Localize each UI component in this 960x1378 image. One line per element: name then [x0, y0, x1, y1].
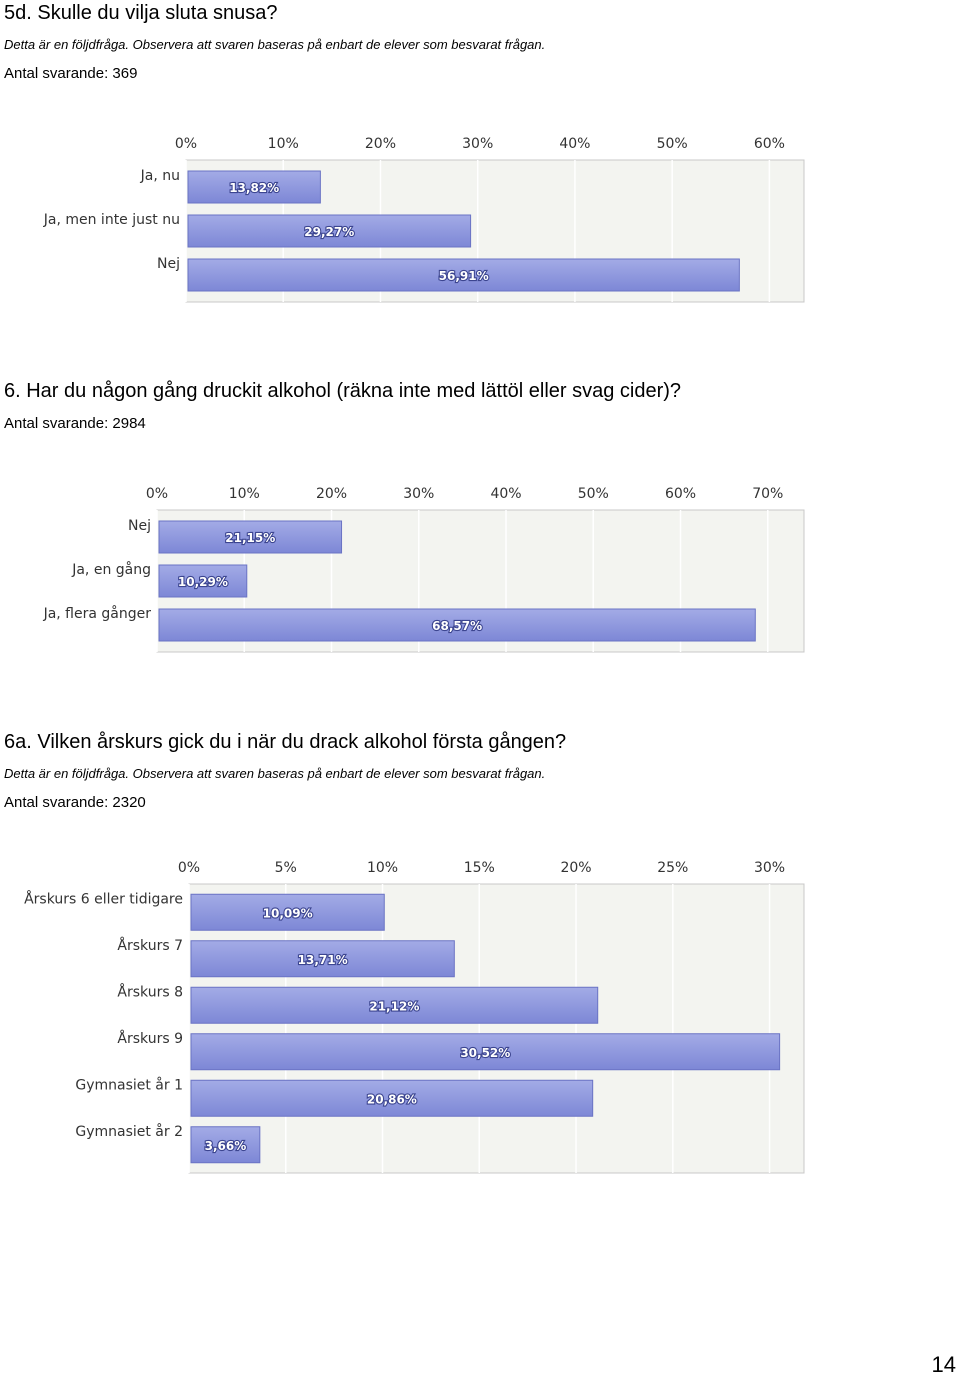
respondent-count: Antal svarande: 2320 [4, 794, 146, 811]
data-label: 13,71% [298, 953, 348, 967]
data-label: 3,66% [205, 1139, 247, 1153]
data-label: 30,52% [460, 1046, 510, 1060]
x-tick-label: 10% [229, 486, 260, 502]
x-tick-label: 60% [754, 136, 785, 152]
category-label: Ja, flera gånger [43, 605, 152, 622]
data-label: 21,15% [225, 531, 275, 545]
plot-area [188, 883, 805, 1174]
data-label: 68,57% [432, 619, 482, 633]
x-tick-label: 20% [365, 136, 396, 152]
question-title: 6. Har du någon gång druckit alkohol (rä… [4, 380, 682, 402]
category-label: Årskurs 8 [117, 983, 183, 1000]
bar [187, 258, 740, 292]
data-label: 21,12% [369, 999, 419, 1013]
category-label: Årskurs 9 [117, 1030, 183, 1047]
bar [158, 564, 248, 598]
question-title: 5d. Skulle du vilja sluta snusa? [4, 2, 278, 24]
question-note: Detta är en följdfråga. Observera att sv… [4, 37, 546, 52]
category-label: Nej [128, 518, 151, 534]
bar-chart-6: 0% 10% 20% 30% 40% 50% 60% 70% Nej 21,15% Ja, en g… [43, 486, 805, 653]
x-tick-label: 20% [316, 486, 347, 502]
category-label: Ja, nu [140, 168, 180, 184]
x-tick-label: 50% [657, 136, 688, 152]
respondent-count: Antal svarande: 369 [4, 65, 138, 82]
category-label: Gymnasiet år 1 [75, 1076, 183, 1093]
category-label: Årskurs 7 [117, 937, 183, 954]
bar [190, 893, 385, 931]
x-tick-label: 20% [560, 860, 591, 876]
bar [187, 170, 321, 204]
x-tick-label: 30% [754, 860, 785, 876]
bar [190, 1033, 781, 1071]
x-tick-label: 60% [665, 486, 696, 502]
x-tick-label: 30% [403, 486, 434, 502]
x-tick-label: 40% [559, 136, 590, 152]
x-tick-label: 10% [367, 860, 398, 876]
bar [190, 986, 599, 1024]
bar [187, 214, 472, 248]
bar [190, 1079, 594, 1117]
category-label: Nej [157, 256, 180, 272]
page-number: 14 [931, 1352, 956, 1377]
bar-chart-6a: 0% 5% 10% 15% 20% 25% 30% Årskurs 6 eller tidig… [24, 860, 805, 1174]
data-label: 10,09% [263, 906, 313, 920]
data-label: 13,82% [229, 181, 279, 195]
bar [190, 940, 455, 978]
x-tick-label: 25% [657, 860, 688, 876]
x-tick-label: 0% [175, 136, 197, 152]
bar [158, 520, 343, 554]
question-title: 6a. Vilken årskurs gick du i när du drac… [4, 731, 567, 753]
data-label: 56,91% [439, 269, 489, 283]
category-label: Ja, men inte just nu [43, 212, 180, 228]
x-tick-label: 10% [268, 136, 299, 152]
data-label: 29,27% [304, 225, 354, 239]
respondent-count: Antal svarande: 2984 [4, 415, 146, 432]
x-tick-label: 40% [490, 486, 521, 502]
x-tick-label: 70% [752, 486, 783, 502]
x-tick-label: 15% [464, 860, 495, 876]
data-label: 10,29% [178, 575, 228, 589]
x-tick-label: 0% [146, 486, 168, 502]
bar-chart-5d: 0% 10% 20% 30% 40% 50% 60% Ja, nu 13,82% Ja, men … [43, 136, 805, 303]
question-note: Detta är en följdfråga. Observera att sv… [4, 766, 546, 781]
category-label: Årskurs 6 eller tidigare [24, 890, 183, 907]
x-tick-label: 50% [578, 486, 609, 502]
x-tick-label: 5% [275, 860, 297, 876]
bar [190, 1126, 261, 1164]
category-label: Gymnasiet år 2 [75, 1123, 183, 1140]
category-label: Ja, en gång [71, 561, 151, 578]
x-tick-label: 0% [178, 860, 200, 876]
data-label: 20,86% [367, 1092, 417, 1106]
x-tick-label: 30% [462, 136, 493, 152]
bar [158, 608, 756, 642]
